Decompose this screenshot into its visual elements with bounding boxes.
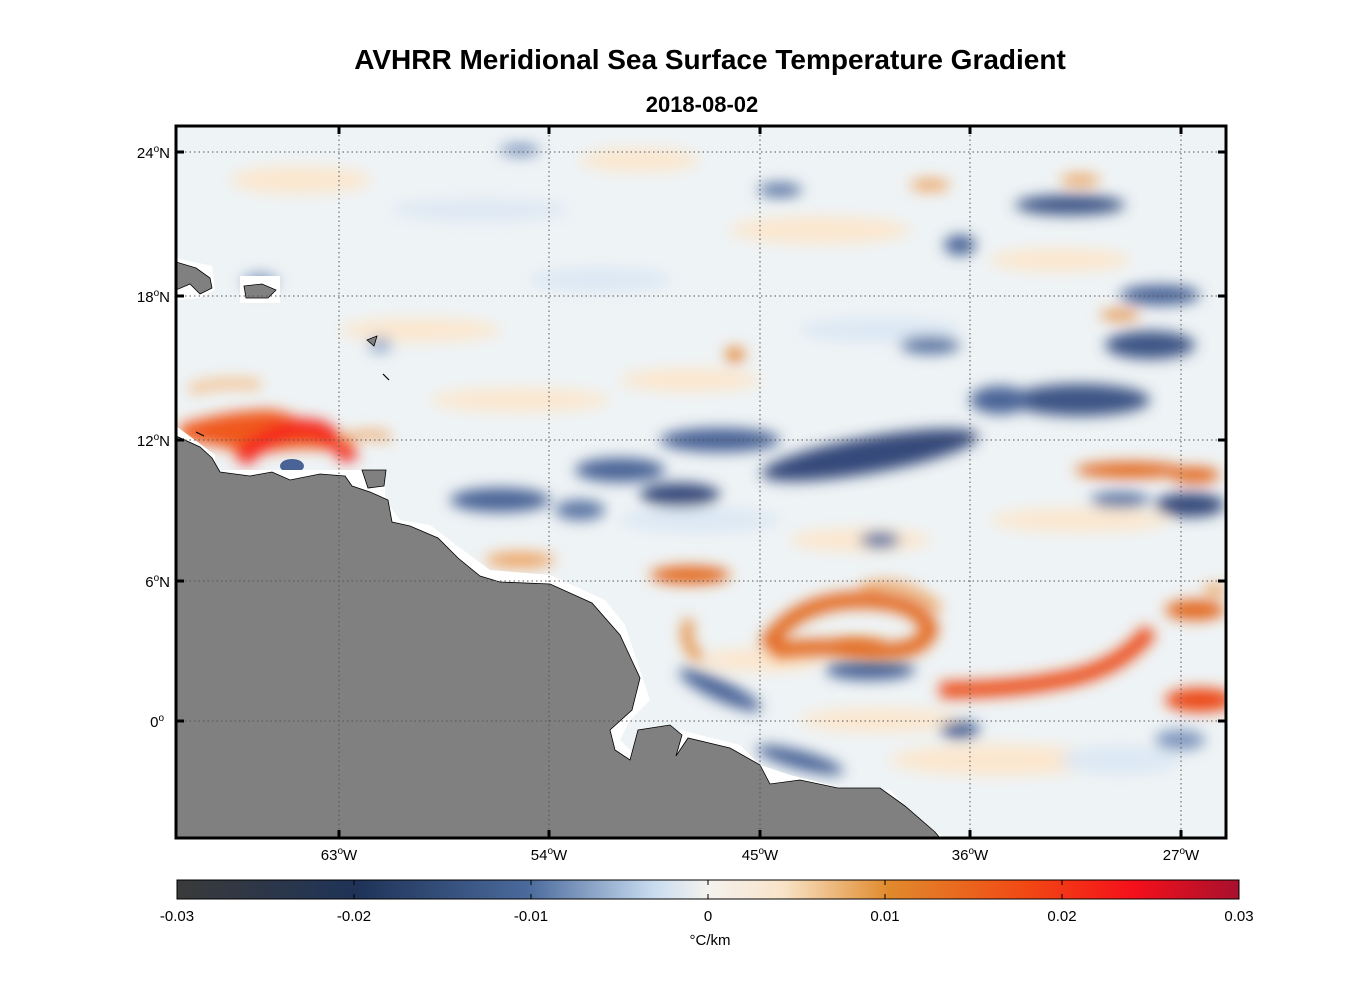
field-patch	[1120, 285, 1200, 305]
field-patch	[1165, 600, 1225, 620]
field-patch	[800, 318, 960, 342]
chart-subtitle: 2018-08-02	[645, 92, 759, 117]
trinidad-island	[361, 469, 387, 489]
field-patch	[1060, 174, 1100, 186]
colorbar-label: 0.03	[1224, 908, 1254, 925]
lat-label: 0o	[150, 713, 164, 731]
lon-label: 27oW	[1163, 846, 1200, 864]
colorbar-ticks	[353, 880, 1063, 899]
orange-filament	[338, 430, 392, 444]
colorbar-label: 0.01	[870, 908, 900, 925]
field-patch	[430, 388, 610, 412]
field-patch	[990, 248, 1130, 272]
red-front	[233, 419, 359, 467]
colorbar-unit: °C/km	[689, 932, 731, 949]
orange-filament	[188, 378, 261, 395]
lon-label: 63oW	[321, 846, 358, 864]
orange-filament	[858, 580, 944, 614]
field-patch	[860, 532, 900, 548]
field-patch	[230, 166, 370, 194]
lat-label: 6oN	[145, 573, 170, 591]
field-patch	[825, 660, 915, 680]
field-patch	[500, 144, 540, 156]
graticule	[176, 126, 1226, 838]
colorbar-label: -0.01	[513, 908, 549, 925]
field-patch	[990, 508, 1170, 532]
map-frame	[174, 124, 1228, 840]
field-patch	[756, 745, 844, 775]
guadeloupe-island	[366, 335, 378, 347]
field-patch	[1090, 492, 1150, 508]
field-patch	[1170, 467, 1220, 483]
field-patch	[940, 721, 980, 739]
field-patch	[340, 318, 500, 342]
field-patch	[640, 483, 720, 507]
field-patch	[1015, 195, 1125, 215]
field-patch	[890, 744, 1110, 776]
field-patch	[620, 368, 760, 392]
field-patch	[660, 428, 780, 452]
colorbar-label: 0.02	[1047, 908, 1077, 925]
field-patch	[900, 336, 960, 354]
field-patch	[1155, 730, 1205, 750]
field-patch	[725, 347, 745, 363]
field-patch	[390, 198, 570, 222]
field-patch	[910, 179, 950, 191]
field-patch	[1010, 384, 1150, 416]
south-america-landmass	[176, 435, 941, 838]
field-patch	[1105, 331, 1195, 359]
lat-label: 12oN	[137, 432, 170, 450]
field-patch	[1203, 584, 1226, 596]
lesser-island	[243, 283, 277, 299]
field-patch	[485, 552, 555, 568]
field-patch	[944, 235, 976, 255]
field-patch	[1075, 462, 1185, 478]
lat-label: 18oN	[137, 288, 170, 306]
field-patch	[800, 708, 960, 732]
orange-filament	[681, 617, 704, 664]
puerto-rico-island	[176, 261, 213, 295]
martinique-island	[382, 373, 390, 381]
field-patch	[678, 668, 762, 712]
field-patch	[555, 500, 605, 520]
field-patch	[1060, 746, 1180, 774]
blue-eddy	[280, 459, 304, 473]
colorbar-label: -0.03	[159, 908, 195, 925]
field-patch	[575, 458, 665, 482]
tick-marks	[176, 126, 1226, 838]
field-patch	[450, 488, 550, 512]
field-patch	[758, 183, 802, 197]
field-patch	[1155, 493, 1225, 517]
lon-label: 54oW	[531, 846, 568, 864]
colorbar-label: 0	[703, 908, 713, 925]
sst-gradient-field	[176, 144, 1226, 838]
field-patch	[1100, 310, 1140, 320]
orange-eddy-ring	[759, 591, 939, 659]
field-patch	[620, 508, 780, 532]
orange-filament	[939, 625, 1157, 698]
lon-label: 36oW	[952, 846, 989, 864]
field-patch	[580, 148, 700, 172]
field-patch	[1165, 688, 1226, 712]
field-patch	[730, 216, 910, 244]
colorbar-label: -0.02	[336, 908, 372, 925]
field-patch	[530, 268, 670, 292]
field-patch	[761, 428, 979, 482]
lat-label: 24oN	[137, 144, 170, 162]
lon-label: 45oW	[742, 846, 779, 864]
chart-title: AVHRR Meridional Sea Surface Temperature…	[354, 44, 1066, 75]
field-patch	[650, 566, 730, 584]
field-patch	[970, 386, 1030, 414]
tobago-island	[195, 431, 205, 437]
